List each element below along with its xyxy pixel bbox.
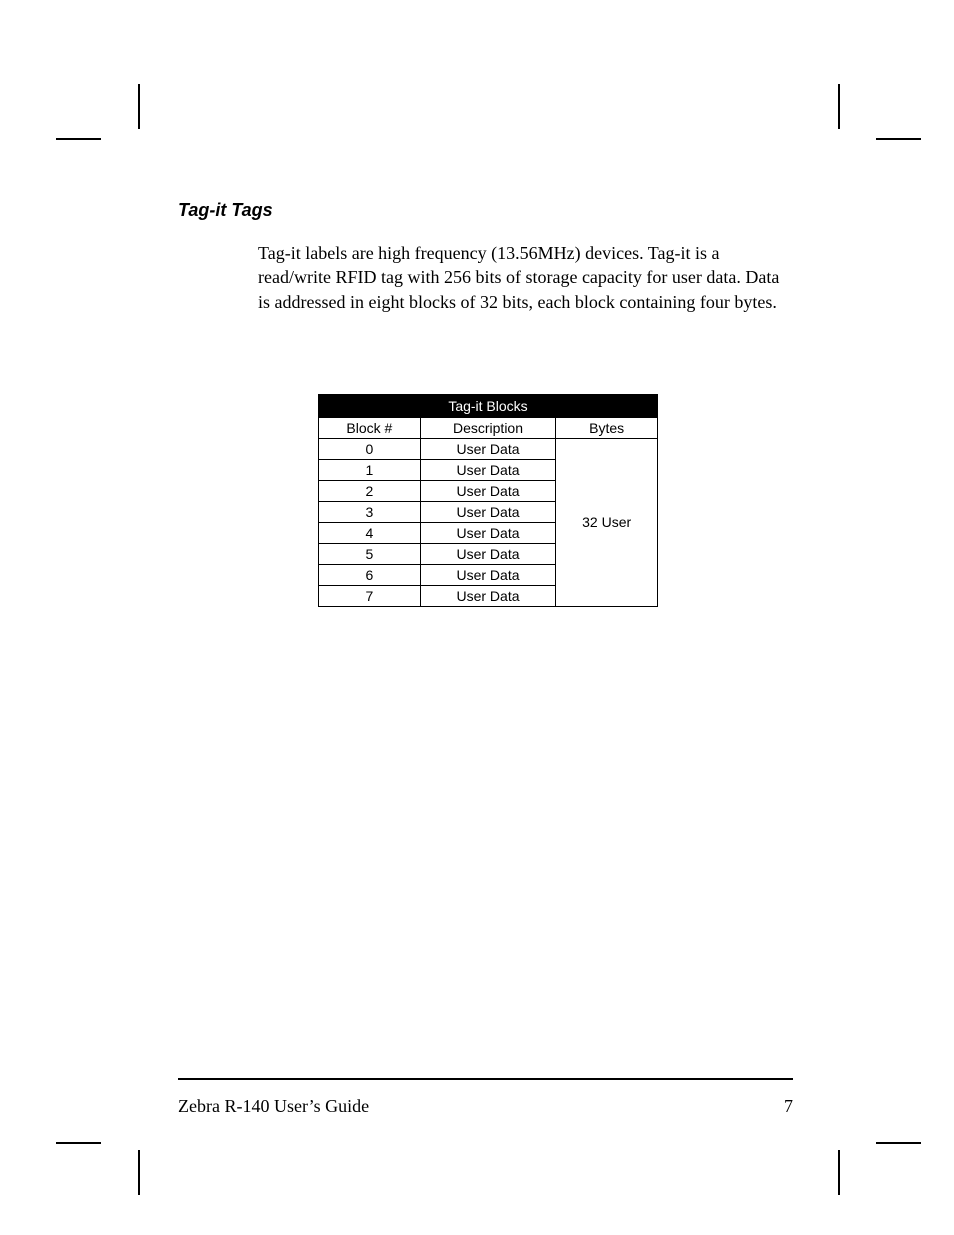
cell-block: 3 [319, 501, 421, 522]
cell-desc: User Data [420, 501, 556, 522]
body-paragraph: Tag-it labels are high frequency (13.56M… [258, 241, 793, 314]
cell-desc: User Data [420, 480, 556, 501]
cell-block: 2 [319, 480, 421, 501]
col-header-bytes: Bytes [556, 417, 658, 438]
cell-block: 4 [319, 522, 421, 543]
crop-mark [138, 84, 140, 129]
cell-desc: User Data [420, 585, 556, 606]
crop-mark [56, 1142, 101, 1144]
cell-block: 5 [319, 543, 421, 564]
cell-desc: User Data [420, 522, 556, 543]
table-title: Tag-it Blocks [319, 394, 658, 417]
crop-mark [838, 84, 840, 129]
cell-block: 0 [319, 438, 421, 459]
crop-mark [838, 1150, 840, 1195]
col-header-description: Description [420, 417, 556, 438]
cell-block: 6 [319, 564, 421, 585]
cell-desc: User Data [420, 543, 556, 564]
tagit-blocks-table: Tag-it Blocks Block # Description Bytes … [318, 394, 658, 607]
cell-block: 1 [319, 459, 421, 480]
cell-desc: User Data [420, 438, 556, 459]
table-row: 0 User Data 32 User [319, 438, 658, 459]
crop-mark [876, 1142, 921, 1144]
page-content: Tag-it Tags Tag-it labels are high frequ… [178, 200, 793, 607]
cell-desc: User Data [420, 459, 556, 480]
cell-bytes-merged: 32 User [556, 438, 658, 606]
page-footer: Zebra R-140 User’s Guide 7 [178, 1096, 793, 1117]
section-heading: Tag-it Tags [178, 200, 793, 221]
crop-mark [138, 1150, 140, 1195]
crop-mark [56, 138, 101, 140]
cell-desc: User Data [420, 564, 556, 585]
footer-title: Zebra R-140 User’s Guide [178, 1096, 369, 1117]
footer-rule [178, 1078, 793, 1080]
cell-block: 7 [319, 585, 421, 606]
col-header-block: Block # [319, 417, 421, 438]
page-number: 7 [784, 1096, 793, 1117]
crop-mark [876, 138, 921, 140]
